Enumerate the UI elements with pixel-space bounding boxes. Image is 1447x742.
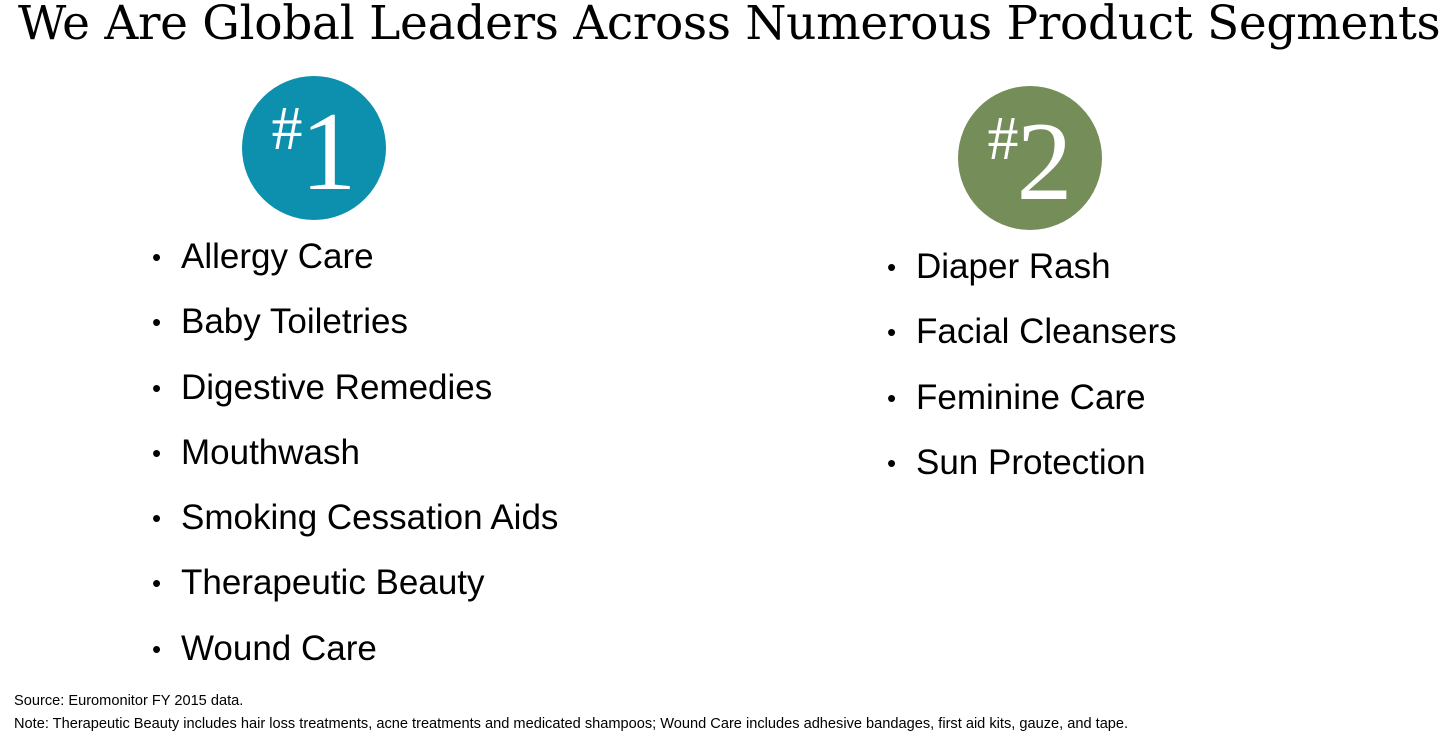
bullet-icon: • bbox=[152, 242, 162, 272]
rank-2-number: 2 bbox=[1016, 100, 1073, 224]
segment-label: Wound Care bbox=[181, 628, 377, 668]
bullet-icon: • bbox=[887, 447, 897, 478]
segment-label: Therapeutic Beauty bbox=[181, 563, 485, 603]
bullet-icon: • bbox=[152, 437, 162, 468]
list-item: • Feminine Care bbox=[887, 378, 1177, 443]
bullet-icon: • bbox=[152, 633, 162, 664]
bullet-icon: • bbox=[152, 372, 162, 403]
list-item: • Wound Care bbox=[152, 629, 558, 694]
list-item: • Baby Toiletries bbox=[152, 302, 558, 367]
source-footnote: Source: Euromonitor FY 2015 data. bbox=[14, 693, 244, 709]
segment-label: Smoking Cessation Aids bbox=[181, 498, 559, 538]
list-item: • Smoking Cessation Aids bbox=[152, 498, 558, 563]
segment-label: Facial Cleansers bbox=[916, 312, 1177, 352]
segment-label: Sun Protection bbox=[916, 442, 1146, 482]
rank-1-badge: # 1 bbox=[242, 76, 386, 220]
rank-2-hash: # bbox=[987, 105, 1019, 173]
list-item: • Diaper Rash bbox=[887, 247, 1177, 312]
list-item: • Allergy Care bbox=[152, 237, 558, 302]
rank-1-number: 1 bbox=[300, 90, 357, 214]
segment-label: Allergy Care bbox=[181, 237, 374, 276]
bullet-icon: • bbox=[152, 568, 162, 599]
list-item: • Digestive Remedies bbox=[152, 368, 558, 433]
list-item: • Therapeutic Beauty bbox=[152, 563, 558, 628]
bullet-icon: • bbox=[152, 307, 162, 338]
bullet-icon: • bbox=[887, 317, 897, 348]
segment-label: Diaper Rash bbox=[916, 247, 1111, 286]
rank-2-badge: # 2 bbox=[958, 86, 1102, 230]
list-item: • Sun Protection bbox=[887, 443, 1177, 508]
segment-label: Digestive Remedies bbox=[181, 367, 493, 407]
segment-label: Baby Toiletries bbox=[181, 302, 408, 342]
segment-label: Mouthwash bbox=[181, 432, 360, 472]
bullet-icon: • bbox=[887, 382, 897, 413]
list-item: • Facial Cleansers bbox=[887, 312, 1177, 377]
note-footnote: Note: Therapeutic Beauty includes hair l… bbox=[14, 716, 1129, 732]
page-title: We Are Global Leaders Across Numerous Pr… bbox=[18, 0, 1441, 51]
rank-2-segment-list: • Diaper Rash • Facial Cleansers • Feminine… bbox=[887, 247, 1177, 508]
list-item: • Mouthwash bbox=[152, 433, 558, 498]
bullet-icon: • bbox=[152, 503, 162, 534]
rank-1-segment-list: • Allergy Care • Baby Toiletries • Digestiv… bbox=[152, 237, 558, 694]
rank-1-hash: # bbox=[271, 95, 303, 163]
segment-label: Feminine Care bbox=[916, 377, 1146, 417]
bullet-icon: • bbox=[887, 252, 897, 282]
